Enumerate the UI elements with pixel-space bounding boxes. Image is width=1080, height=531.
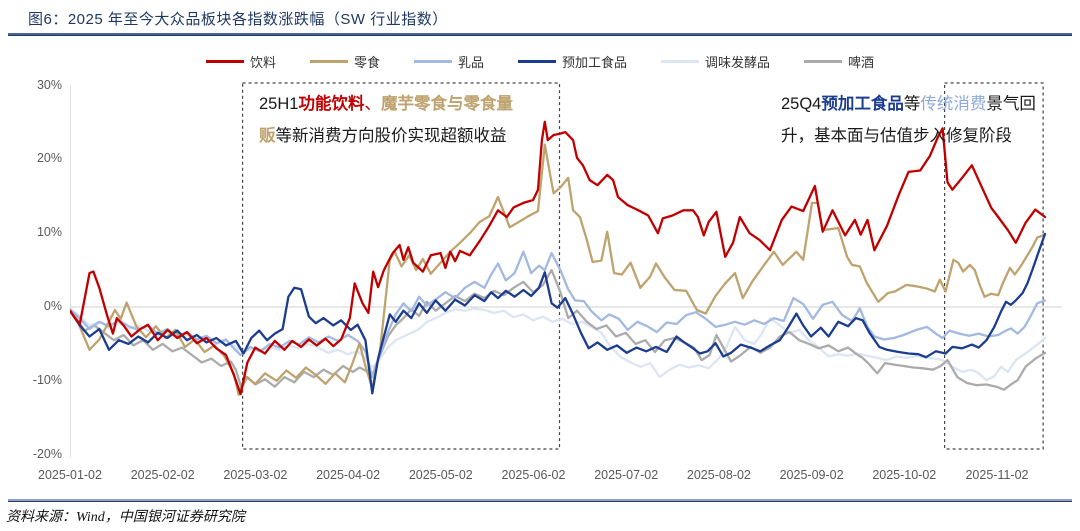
- y-tick-label: 0%: [43, 299, 62, 313]
- x-tick-label: 2025-11-02: [965, 468, 1029, 482]
- legend-swatch-icon: [309, 60, 348, 63]
- x-tick-label: 2025-05-02: [408, 468, 473, 482]
- series-line-零食: [70, 143, 1047, 396]
- x-tick-label: 2025-04-02: [316, 468, 381, 482]
- chart-legend: 饮料 零食 乳品 预加工食品 调味发酵品 啤酒: [0, 52, 1080, 71]
- legend-label: 调味发酵品: [705, 55, 771, 70]
- annotation-25h1: 25H1功能饮料、魔芋零食与零食量贩等新消费方向股价实现超额收益: [259, 88, 513, 152]
- legend-swatch-icon: [518, 60, 556, 63]
- annotation-segment: 25Q4: [781, 95, 822, 113]
- annotation-25q4: 25Q4预加工食品等传统消费景气回升，基本面与估值步入修复阶段: [781, 88, 1037, 152]
- annotation-segment: 、: [364, 95, 381, 113]
- x-tick-label: 2025-10-02: [872, 468, 937, 482]
- title-divider: [8, 33, 1072, 36]
- x-tick-label: 2025-08-02: [686, 468, 751, 482]
- annotation-segment: 魔芋零食与零食量贩: [259, 95, 513, 145]
- annotation-segment: 25H1: [259, 95, 299, 113]
- legend-swatch-icon: [661, 60, 700, 63]
- y-tick-label: -10%: [32, 372, 62, 387]
- y-tick-label: 10%: [36, 225, 62, 240]
- annotation-segment: 景气回升，基本面与估值步入修复阶段: [781, 95, 1036, 145]
- annotation-segment: 预加工食品: [821, 95, 904, 113]
- bottom-divider: [8, 499, 1072, 502]
- x-tick-label: 2025-06-02: [501, 468, 566, 482]
- series-line-预加工食品: [70, 232, 1047, 395]
- legend-label: 饮料: [249, 55, 276, 70]
- legend-item-饮料: 饮料: [205, 52, 276, 71]
- y-tick-label: -20%: [32, 446, 62, 461]
- x-tick-label: 2025-07-02: [594, 468, 659, 482]
- legend-label: 预加工食品: [562, 55, 628, 70]
- series-line-啤酒: [70, 268, 1047, 391]
- legend-swatch-icon: [413, 60, 452, 63]
- x-tick-label: 2025-02-02: [130, 468, 195, 482]
- y-tick-label: 20%: [36, 151, 62, 166]
- series-line-饮料: [70, 120, 1047, 396]
- legend-swatch-icon: [804, 60, 843, 63]
- legend-item-调味发酵品: 调味发酵品: [661, 52, 770, 71]
- annotation-segment: 等新消费方向股价实现超额收益: [275, 127, 507, 145]
- legend-swatch-icon: [205, 60, 244, 63]
- highlight-box-25q4: [943, 82, 1044, 450]
- legend-item-预加工食品: 预加工食品: [518, 52, 627, 71]
- legend-item-乳品: 乳品: [413, 52, 484, 71]
- series-line-乳品: [70, 250, 1047, 379]
- line-chart-plot: [70, 82, 1062, 458]
- x-tick-label: 2025-09-02: [779, 468, 844, 482]
- x-tick-label: 2025-03-02: [223, 468, 288, 482]
- legend-label: 零食: [353, 55, 380, 70]
- legend-item-零食: 零食: [309, 52, 380, 71]
- series-lines: [70, 120, 1047, 396]
- y-tick-label: 30%: [36, 77, 62, 92]
- x-tick-label: 2025-01-02: [38, 468, 102, 482]
- figure-title: 图6：2025 年至今大众品板块各指数涨跌幅（SW 行业指数）: [28, 11, 448, 28]
- legend-item-啤酒: 啤酒: [804, 52, 874, 71]
- annotation-segment: 等: [903, 95, 921, 113]
- legend-label: 啤酒: [848, 55, 875, 70]
- annotation-segment: 传统消费: [920, 95, 987, 113]
- source-note: 资料来源：Wind，中国银河证券研究院: [6, 510, 245, 525]
- legend-label: 乳品: [457, 55, 484, 70]
- annotation-segment: 功能饮料: [298, 95, 365, 113]
